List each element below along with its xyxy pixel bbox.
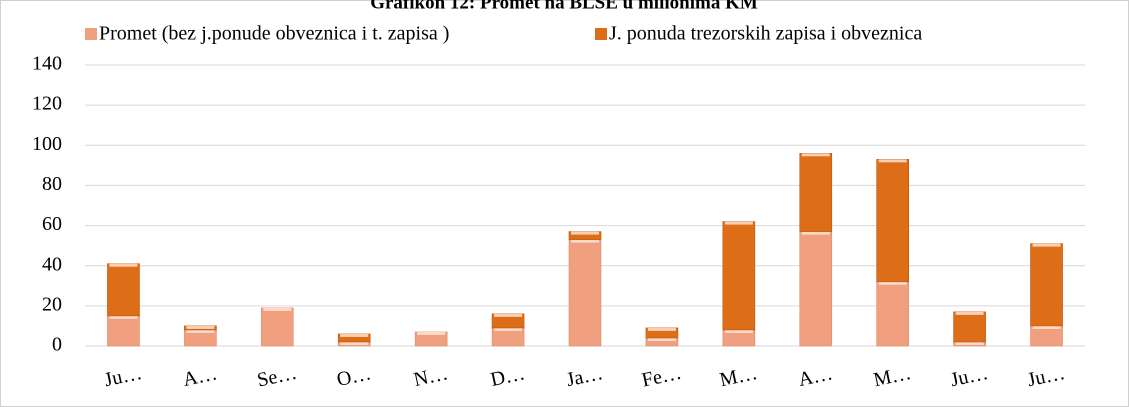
bar-highlight [186,325,215,329]
bar-highlight [571,231,599,235]
bar-segment [261,307,294,347]
bar-segment [876,159,909,283]
bar-highlight [340,333,369,337]
bar-segment [1030,243,1063,327]
bar-highlight [494,327,523,331]
chart-title: Grafikon 12: Promet na BLSE u milionima … [370,0,758,13]
legend-label: Promet (bez j.ponude obveznica i t. zapi… [99,23,449,45]
y-tick-label: 0 [52,334,62,356]
bar-segment [799,153,833,232]
bar-highlight [109,263,138,267]
y-tick-label: 140 [32,53,62,75]
bar-highlight [263,307,292,311]
y-tick-label: 120 [32,93,62,115]
bar-segment [568,239,602,347]
y-tick-label: 20 [42,293,62,315]
legend-swatch [85,28,97,40]
bar-highlight [647,337,676,341]
bar-highlight [186,329,215,333]
bar-highlight [724,329,753,333]
bar-segment [107,263,140,317]
bar-highlight [647,327,676,331]
bar-highlight [109,315,138,319]
bar-highlight [417,331,446,335]
bar-segment [953,311,986,343]
bar-highlight [571,239,599,243]
bar-highlight [1032,243,1061,247]
y-tick-label: 80 [42,173,62,195]
bar-highlight [878,159,907,163]
y-tick-label: 60 [42,213,62,235]
bar-highlight [340,341,369,345]
bar-segment [1030,325,1063,347]
bar-segment [799,231,833,347]
bar-highlight [955,341,984,345]
bar-highlight [801,231,830,235]
bar-segment [722,221,756,331]
y-tick-label: 100 [32,133,62,155]
bar-highlight [724,221,753,225]
legend-label: J. ponuda trezorskih zapisa i obveznica [609,23,922,45]
bar-highlight [801,153,830,157]
bar-highlight [878,281,907,285]
bar-highlight [494,313,523,317]
legend-swatch [595,28,607,40]
bar-segment [876,281,909,347]
bar-highlight [955,311,984,315]
y-tick-label: 40 [42,253,62,275]
bar-highlight [1032,325,1061,329]
bar-segment [107,315,140,347]
